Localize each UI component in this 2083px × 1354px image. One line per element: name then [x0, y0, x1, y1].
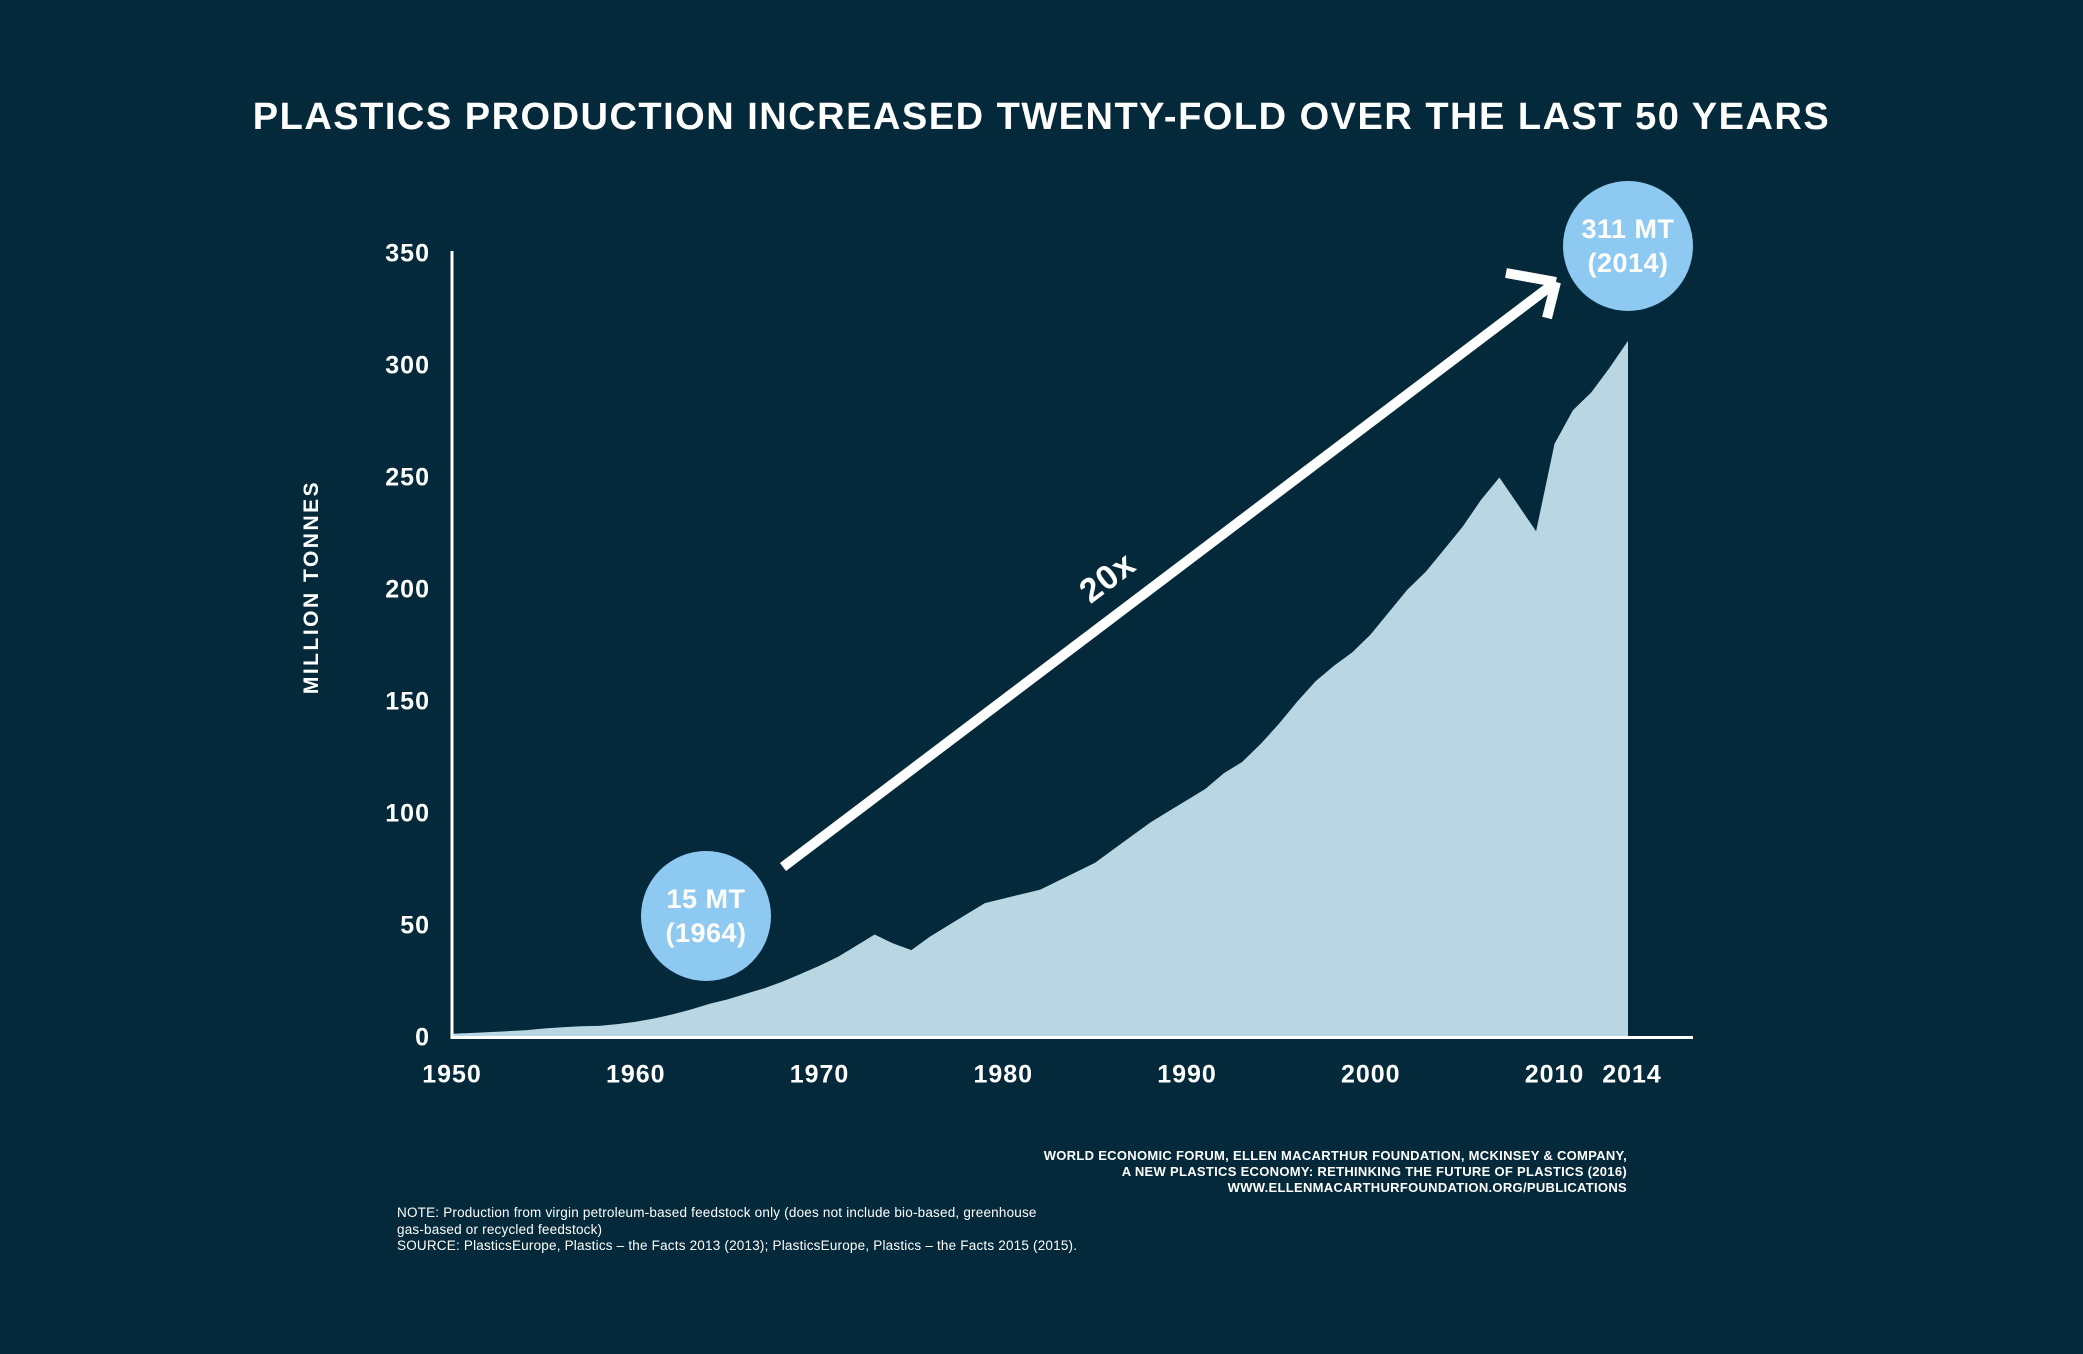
chart-title: PLASTICS PRODUCTION INCREASED TWENTY-FOL… — [252, 96, 1831, 138]
note-line: gas-based or recycled feedstock) — [397, 1221, 603, 1237]
y-tick-label: 300 — [385, 351, 430, 379]
y-tick-label: 50 — [400, 911, 430, 939]
y-tick-label: 200 — [385, 575, 430, 603]
end-callout-year: (2014) — [1587, 248, 1669, 278]
end-callout-value: 311 MT — [1581, 214, 1675, 244]
end-callout-bubble: 311 MT (2014) — [1563, 181, 1693, 311]
start-callout-bubble: 15 MT (1964) — [641, 851, 771, 981]
y-tick-label: 0 — [415, 1023, 430, 1051]
x-tick-label: 2000 — [1340, 1060, 1401, 1089]
x-tick-label: 1960 — [605, 1060, 666, 1089]
x-tick-label: 1980 — [973, 1060, 1034, 1089]
credit-line: A NEW PLASTICS ECONOMY: RETHINKING THE F… — [1121, 1164, 1627, 1179]
y-tick-label: 150 — [385, 687, 430, 715]
y-tick-label: 100 — [385, 799, 430, 827]
y-tick-label: 250 — [385, 463, 430, 491]
arrow-head-icon — [1505, 268, 1561, 320]
start-callout-year: (1964) — [665, 918, 747, 948]
note-line: SOURCE: PlasticsEurope, Plastics – the F… — [397, 1238, 1078, 1253]
credits-block: WORLD ECONOMIC FORUM, ELLEN MACARTHUR FO… — [1044, 1148, 1627, 1196]
note-line: NOTE: Production from virgin petroleum-b… — [397, 1205, 1037, 1220]
x-tick-label: 2010 — [1524, 1060, 1585, 1089]
note-source-block: NOTE: Production from virgin petroleum-b… — [397, 1205, 1077, 1255]
growth-arrow — [779, 268, 1561, 871]
x-tick-label: 1970 — [789, 1060, 850, 1089]
credit-line: WWW.ELLENMACARTHURFOUNDATION.ORG/PUBLICA… — [1227, 1180, 1627, 1195]
x-tick-label: 1990 — [1157, 1060, 1217, 1089]
start-callout-value: 15 MT — [666, 884, 746, 914]
area-series-plastics-production — [452, 340, 1628, 1038]
x-tick-label: 1950 — [422, 1060, 482, 1089]
y-tick-label: 350 — [385, 239, 430, 267]
x-tick-label: 2014 — [1602, 1060, 1662, 1089]
growth-arrow-shaft — [779, 281, 1556, 871]
credit-line: WORLD ECONOMIC FORUM, ELLEN MACARTHUR FO… — [1043, 1148, 1627, 1163]
